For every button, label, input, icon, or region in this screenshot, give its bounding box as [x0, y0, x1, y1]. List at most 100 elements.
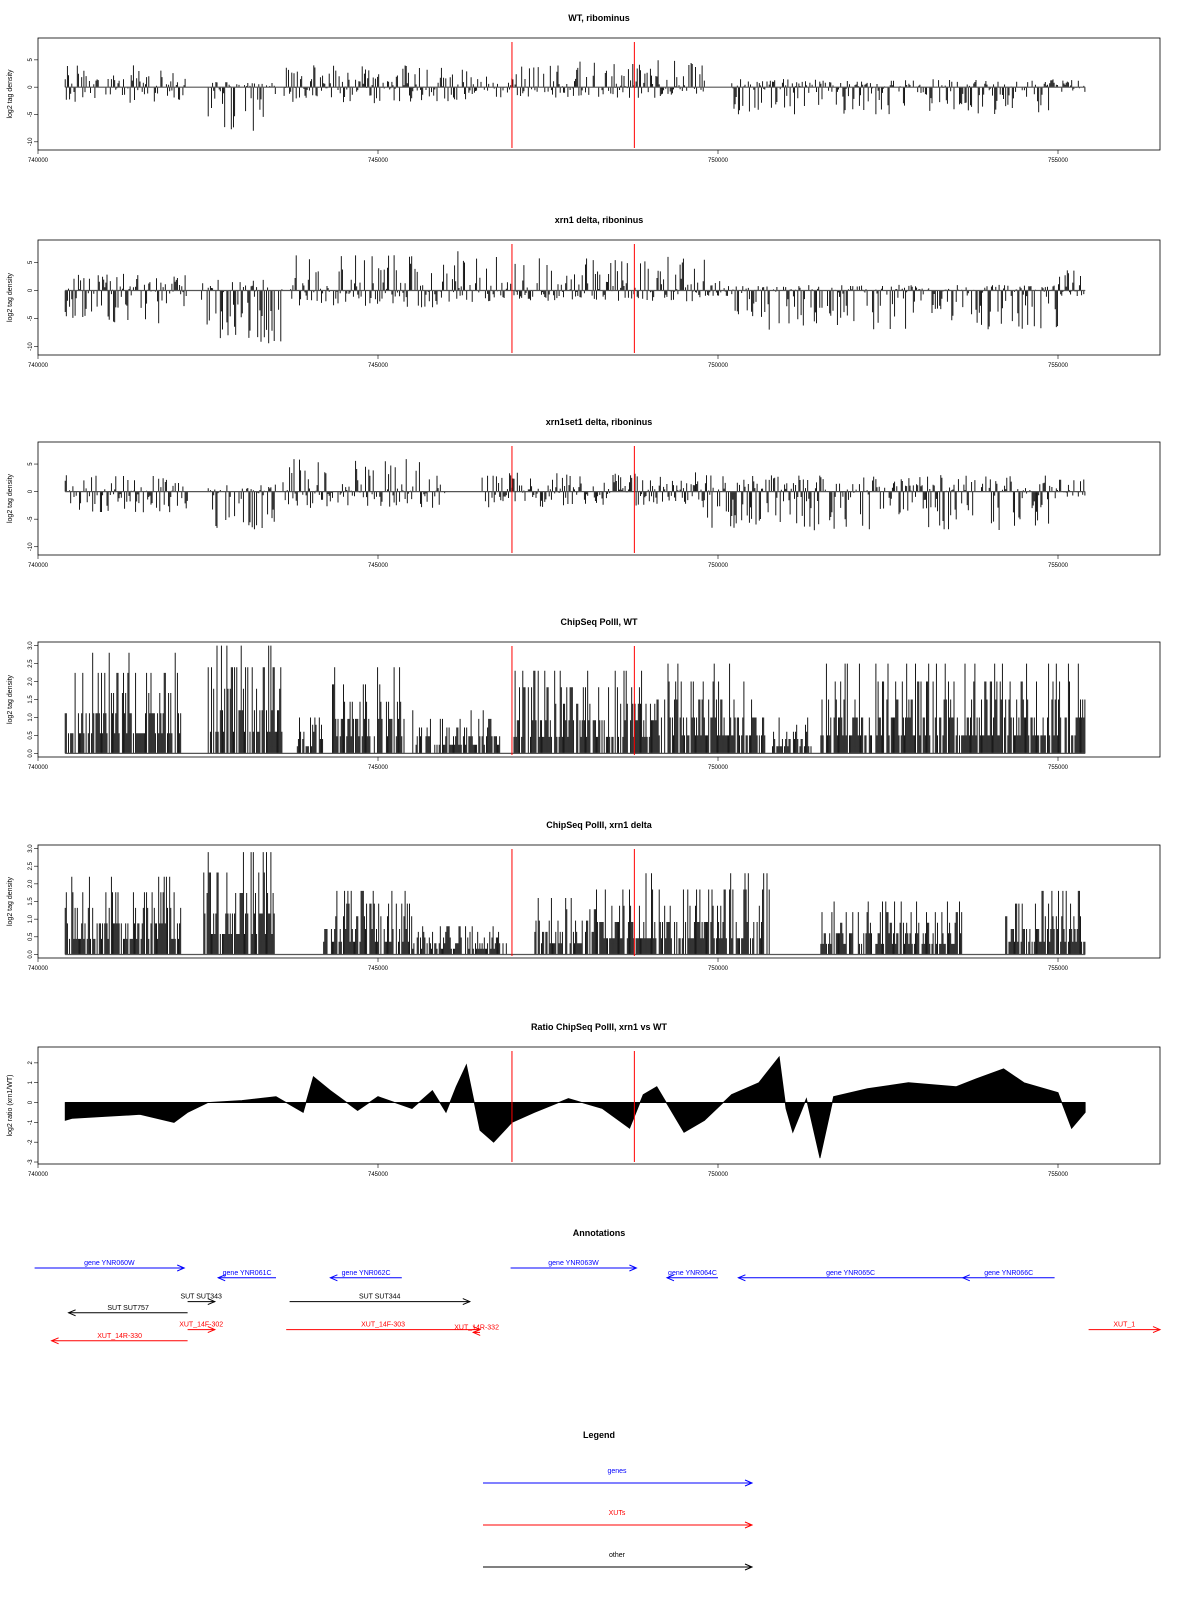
y-tick-label: 0.0	[28, 950, 34, 959]
y-axis-label: log2 tag density	[7, 674, 14, 724]
feature-sut-sut343: SUT SUT343	[180, 1294, 222, 1306]
y-tick-label: 1.0	[28, 914, 34, 923]
feature-label: gene YNR066C	[984, 1270, 1033, 1277]
y-tick-label: 5	[28, 58, 34, 62]
x-tick-label: 750000	[708, 1172, 729, 1178]
x-tick-label: 750000	[708, 158, 729, 164]
x-tick-label: 755000	[1048, 563, 1069, 569]
x-tick-label: 745000	[368, 765, 389, 771]
feature-label: gene YNR062C	[342, 1270, 391, 1277]
x-tick-label: 755000	[1048, 765, 1069, 771]
y-tick-label: -5	[28, 111, 34, 117]
feature-arrow-head	[1152, 1326, 1162, 1334]
plot-frame	[37, 441, 1161, 556]
x-tick-label: 740000	[28, 1172, 49, 1178]
panel-6: Ratio ChipSeq PolII, xrn1 vs WT -3 -2 -1 0 1 2…	[7, 1022, 1161, 1178]
feature-label: XUT_1	[1113, 1322, 1135, 1329]
panel-title: Ratio ChipSeq PolII, xrn1 vs WT	[531, 1022, 668, 1032]
legend-label: XUTs	[609, 1510, 626, 1517]
feature-gene-ynr061c: gene YNR061C	[216, 1270, 276, 1282]
panel-1: WT, ribominus -10 -5 0 5 log2 tag density 7400…	[7, 13, 1161, 164]
y-tick-label: -10	[28, 542, 34, 551]
feature-gene-ynr064c: gene YNR064C	[665, 1270, 718, 1282]
data-bars	[64, 459, 1086, 531]
feature-xut-14r-332: XUT_14R-332	[454, 1324, 499, 1336]
legend-label: other	[609, 1552, 626, 1559]
feature-arrow-head	[207, 1298, 217, 1306]
feature-arrow-head	[737, 1274, 746, 1282]
feature-gene-ynr065c: gene YNR065C	[737, 1270, 963, 1282]
plot-frame	[37, 844, 1161, 959]
x-tick-label: 750000	[708, 563, 729, 569]
panel-title: xrn1set1 delta, riboninus	[546, 417, 653, 427]
x-tick-label: 750000	[708, 363, 729, 369]
y-tick-label: 2.0	[28, 879, 34, 888]
legend-entry-xuts: XUTs	[483, 1510, 754, 1529]
x-tick-label: 745000	[368, 363, 389, 369]
x-tick-label: 755000	[1048, 363, 1069, 369]
feature-xut-14f-303: XUT_14F-303	[286, 1322, 482, 1334]
x-tick-label: 745000	[368, 158, 389, 164]
legend-entry-other: other	[483, 1552, 754, 1571]
feature-label: XUT_14R-332	[454, 1324, 499, 1331]
x-tick-label: 750000	[708, 966, 729, 972]
y-tick-label: -5	[28, 516, 34, 522]
y-tick-label: -10	[28, 342, 34, 351]
bar-series	[64, 645, 1086, 754]
data-bars	[64, 251, 1086, 344]
y-axis-label: log2 ratio (xrn1/WT)	[7, 1075, 14, 1137]
x-tick-label: 755000	[1048, 158, 1069, 164]
panel-2: xrn1 delta, riboninus -10 -5 0 5 log2 tag den…	[7, 215, 1161, 369]
feature-label: SUT SUT343	[180, 1294, 222, 1301]
feature-gene-ynr062c: gene YNR062C	[329, 1270, 402, 1282]
annotations-panel: Annotations gene YNR060W gene YNR061C gene …	[34, 1228, 1162, 1345]
annotations-title: Annotations	[573, 1228, 626, 1238]
y-tick-label: 1.5	[28, 897, 34, 906]
feature-xut-14f-302: XUT_14F-302	[179, 1322, 223, 1334]
y-tick-label: 1	[28, 1080, 34, 1084]
plot-frame	[37, 1046, 1161, 1165]
feature-label: XUT_14F-303	[361, 1322, 405, 1329]
x-tick-label: 755000	[1048, 1172, 1069, 1178]
y-axis-label: log2 tag density	[7, 272, 14, 322]
feature-label: XUT_14R-330	[97, 1333, 142, 1340]
y-tick-label: 3.0	[28, 641, 34, 650]
feature-arrow-head	[462, 1298, 472, 1306]
y-axis-label: log2 tag density	[7, 69, 14, 119]
legend-arrow-head	[744, 1563, 754, 1571]
plot-frame	[37, 37, 1161, 151]
feature-sut-sut344: SUT SUT344	[289, 1294, 472, 1306]
panel-3: xrn1set1 delta, riboninus -10 -5 0 5 log2 tag…	[7, 417, 1161, 569]
legend-panel: Legend genes XUTs other	[483, 1430, 754, 1571]
x-tick-label: 740000	[28, 563, 49, 569]
panel-4: ChipSeq PolII, WT 0.0 0.5 1.0 1.5 2.0 2.5 3.0 lo…	[7, 617, 1161, 771]
y-tick-label: 0	[28, 288, 34, 292]
feature-label: gene YNR065C	[826, 1270, 875, 1277]
x-tick-label: 740000	[28, 765, 49, 771]
feature-label: gene YNR064C	[668, 1270, 717, 1277]
feature-xut-1: XUT_1	[1088, 1322, 1162, 1334]
legend-entry-genes: genes	[483, 1468, 754, 1487]
legend-title: Legend	[583, 1430, 615, 1440]
x-tick-label: 755000	[1048, 966, 1069, 972]
y-tick-label: 0.0	[28, 749, 34, 758]
data-bars	[64, 645, 1086, 754]
y-tick-label: 0	[28, 489, 34, 493]
data-bars	[64, 60, 1086, 131]
feature-label: gene YNR063W	[548, 1260, 599, 1267]
y-tick-label: 0	[28, 1100, 34, 1104]
y-axis-label: log2 tag density	[7, 473, 14, 523]
feature-label: SUT SUT344	[359, 1294, 401, 1301]
data-bars	[64, 852, 1086, 955]
y-tick-label: 5	[28, 260, 34, 264]
x-tick-label: 745000	[368, 563, 389, 569]
x-tick-label: 750000	[708, 765, 729, 771]
feature-arrow-head	[50, 1337, 59, 1345]
panel-title: ChipSeq PolII, xrn1 delta	[546, 820, 653, 830]
bar-series	[64, 60, 1086, 131]
bar-series	[64, 459, 1086, 531]
feature-label: SUT SUT757	[107, 1305, 149, 1312]
feature-arrow-head	[216, 1274, 226, 1282]
feature-gene-ynr060w: gene YNR060W	[34, 1260, 186, 1272]
